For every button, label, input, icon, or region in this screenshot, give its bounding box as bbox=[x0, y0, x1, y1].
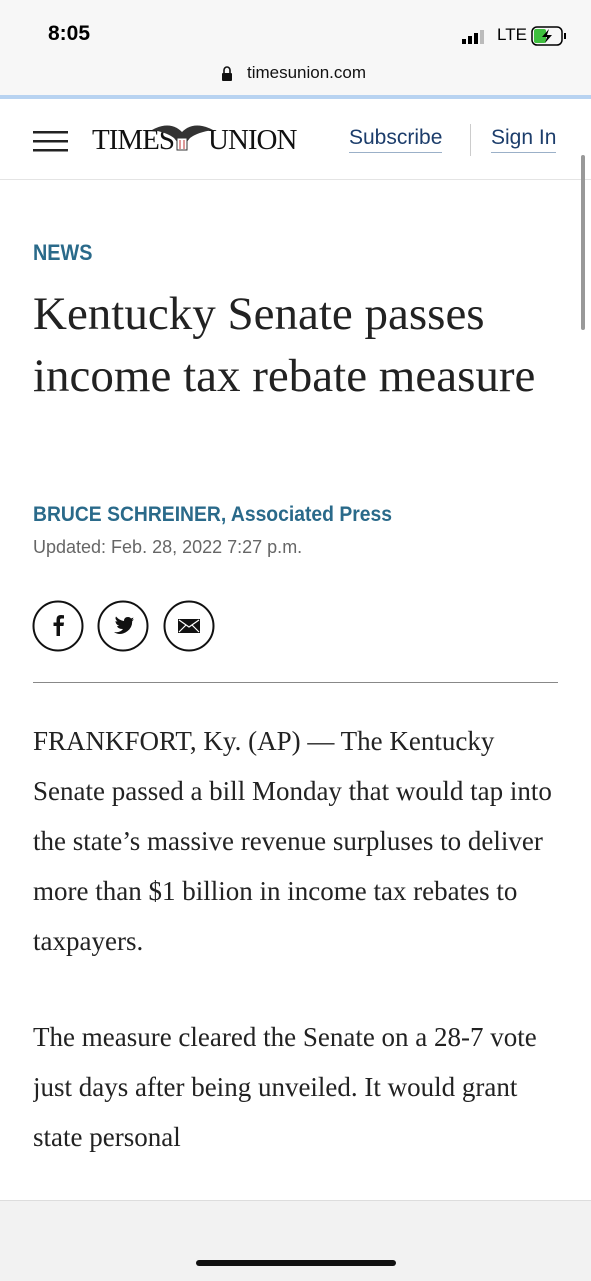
divider bbox=[470, 124, 471, 156]
share-buttons bbox=[32, 600, 215, 652]
bottom-toolbar bbox=[0, 1200, 591, 1281]
paragraph: The measure cleared the Senate on a 28-7… bbox=[33, 1022, 537, 1152]
twitter-share[interactable] bbox=[97, 600, 149, 652]
load-bar bbox=[0, 95, 591, 99]
section-label[interactable]: NEWS bbox=[33, 240, 93, 265]
headline: Kentucky Senate passes income tax rebate… bbox=[33, 288, 536, 402]
facebook-share[interactable] bbox=[32, 600, 84, 652]
status-bar bbox=[0, 0, 591, 97]
timestamp: Updated: Feb. 28, 2022 7:27 p.m. bbox=[33, 537, 303, 557]
paragraph: FRANKFORT, Ky. (AP) — The Kentucky Senat… bbox=[33, 726, 552, 956]
byline[interactable]: BRUCE SCHREINER, Associated Press bbox=[33, 503, 392, 526]
email-share[interactable] bbox=[163, 600, 215, 652]
scrollbar bbox=[581, 155, 585, 330]
sign-in-link[interactable]: Sign In bbox=[491, 126, 557, 153]
signal-icon bbox=[462, 30, 484, 44]
network-label: LTE bbox=[497, 25, 527, 44]
rule bbox=[33, 682, 558, 683]
url-bar[interactable]: timesunion.com bbox=[0, 63, 591, 83]
logo-eagle bbox=[152, 125, 213, 151]
article-body: FRANKFORT, Ky. (AP) — The Kentucky Senat… bbox=[33, 716, 563, 1200]
logo-union[interactable]: UNION bbox=[208, 124, 297, 156]
battery-icon bbox=[531, 26, 566, 46]
clock: 8:05 bbox=[48, 22, 91, 45]
header-border bbox=[0, 179, 591, 180]
subscribe-link[interactable]: Subscribe bbox=[349, 126, 443, 153]
lock-icon bbox=[222, 66, 232, 81]
url[interactable]: timesunion.com bbox=[246, 63, 367, 82]
menu-button[interactable] bbox=[33, 130, 69, 154]
home-indicator[interactable] bbox=[196, 1260, 396, 1266]
